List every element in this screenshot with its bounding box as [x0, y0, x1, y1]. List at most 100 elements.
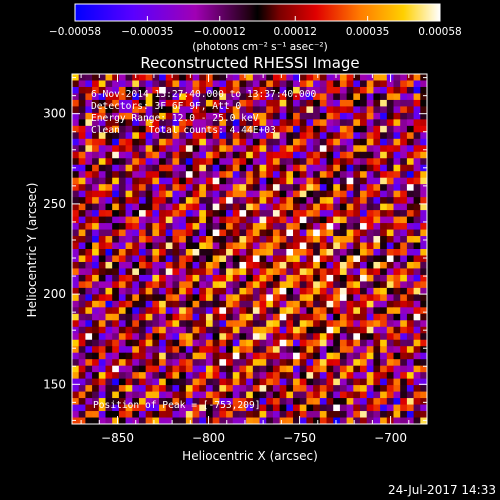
- heatmap-cell: [165, 242, 173, 250]
- heatmap-cell: [185, 287, 193, 295]
- heatmap-cell: [125, 197, 133, 205]
- heatmap-cell: [373, 372, 381, 380]
- heatmap-cell: [212, 203, 220, 211]
- heatmap-cell: [319, 93, 327, 101]
- heatmap-cell: [192, 326, 200, 334]
- heatmap-cell: [212, 339, 220, 347]
- heatmap-cell: [98, 74, 106, 81]
- heatmap-cell: [199, 112, 207, 120]
- heatmap-cell: [85, 151, 93, 159]
- heatmap-cell: [373, 300, 381, 308]
- heatmap-cell: [239, 190, 247, 198]
- heatmap-cell: [266, 112, 274, 120]
- heatmap-cell: [313, 320, 321, 328]
- heatmap-cell: [145, 249, 153, 256]
- heatmap-cell: [172, 346, 180, 354]
- heatmap-cell: [393, 249, 401, 256]
- heatmap-cell: [232, 333, 240, 341]
- heatmap-cell: [165, 119, 173, 127]
- heatmap-cell: [72, 210, 80, 217]
- heatmap-cell: [205, 300, 214, 308]
- heatmap-cell: [205, 177, 214, 185]
- heatmap-cell: [299, 300, 307, 308]
- heatmap-cell: [85, 80, 93, 88]
- heatmap-cell: [326, 326, 334, 334]
- heatmap-cell: [319, 99, 327, 107]
- heatmap-cell: [313, 177, 321, 185]
- heatmap-cell: [400, 125, 408, 133]
- heatmap-cell: [386, 391, 394, 399]
- heatmap-cell: [179, 119, 187, 127]
- heatmap-cell: [185, 164, 193, 172]
- heatmap-cell: [360, 261, 368, 269]
- heatmap-cell: [333, 223, 341, 230]
- heatmap-cell: [98, 307, 106, 315]
- heatmap-cell: [319, 385, 327, 392]
- heatmap-cell: [373, 99, 381, 107]
- heatmap-cell: [112, 106, 120, 114]
- heatmap-cell: [185, 391, 193, 399]
- heatmap-cell: [286, 86, 294, 94]
- heatmap-cell: [386, 249, 394, 256]
- heatmap-cell: [299, 93, 307, 101]
- heatmap-cell: [85, 119, 93, 127]
- heatmap-cell: [299, 125, 307, 133]
- heatmap-cell: [413, 359, 421, 367]
- heatmap-cell: [132, 378, 140, 386]
- heatmap-cell: [138, 346, 147, 354]
- heatmap-cell: [360, 171, 368, 179]
- heatmap-cell: [152, 158, 160, 166]
- heatmap-cell: [98, 151, 106, 159]
- heatmap-cell: [373, 216, 381, 224]
- heatmap-cell: [72, 417, 80, 425]
- heatmap-cell: [145, 184, 153, 192]
- heatmap-cell: [72, 184, 80, 192]
- heatmap-cell: [252, 184, 260, 192]
- heatmap-cell: [165, 184, 173, 192]
- heatmap-cell: [353, 93, 361, 101]
- heatmap-cell: [293, 255, 301, 263]
- heatmap-cell: [138, 132, 147, 140]
- heatmap-cell: [293, 313, 301, 321]
- heatmap-cell: [112, 112, 120, 120]
- heatmap-cell: [360, 93, 368, 101]
- heatmap-cell: [92, 378, 100, 386]
- heatmap-cell: [406, 184, 415, 192]
- heatmap-cell: [165, 372, 173, 380]
- heatmap-cell: [380, 313, 388, 321]
- heatmap-cell: [393, 112, 401, 120]
- heatmap-cell: [279, 99, 287, 107]
- heatmap-cell: [179, 145, 187, 153]
- heatmap-cell: [313, 197, 321, 205]
- heatmap-cell: [165, 74, 173, 81]
- heatmap-cell: [205, 411, 214, 418]
- heatmap-cell: [360, 249, 368, 256]
- heatmap-cell: [279, 333, 287, 341]
- heatmap-cell: [266, 391, 274, 399]
- heatmap-cell: [118, 339, 126, 347]
- heatmap-cell: [125, 203, 133, 211]
- heatmap-cell: [118, 320, 126, 328]
- heatmap-cell: [205, 184, 214, 192]
- heatmap-cell: [360, 138, 368, 146]
- heatmap-cell: [98, 171, 106, 179]
- heatmap-cell: [92, 359, 100, 367]
- heatmap-cell: [306, 112, 314, 120]
- heatmap-cell: [406, 300, 415, 308]
- heatmap-cell: [165, 268, 173, 276]
- heatmap-cell: [125, 352, 133, 360]
- heatmap-cell: [366, 177, 374, 185]
- heatmap-cell: [252, 177, 260, 185]
- heatmap-cell: [400, 300, 408, 308]
- heatmap-cell: [319, 132, 327, 140]
- heatmap-cell: [159, 417, 167, 425]
- heatmap-cell: [179, 391, 187, 399]
- heatmap-cell: [112, 274, 120, 282]
- heatmap-cell: [393, 365, 401, 373]
- heatmap-cell: [413, 372, 421, 380]
- heatmap-cell: [226, 125, 234, 133]
- heatmap-cell: [293, 274, 301, 282]
- heatmap-cell: [279, 242, 287, 250]
- heatmap-cell: [118, 106, 126, 114]
- heatmap-cell: [326, 372, 334, 380]
